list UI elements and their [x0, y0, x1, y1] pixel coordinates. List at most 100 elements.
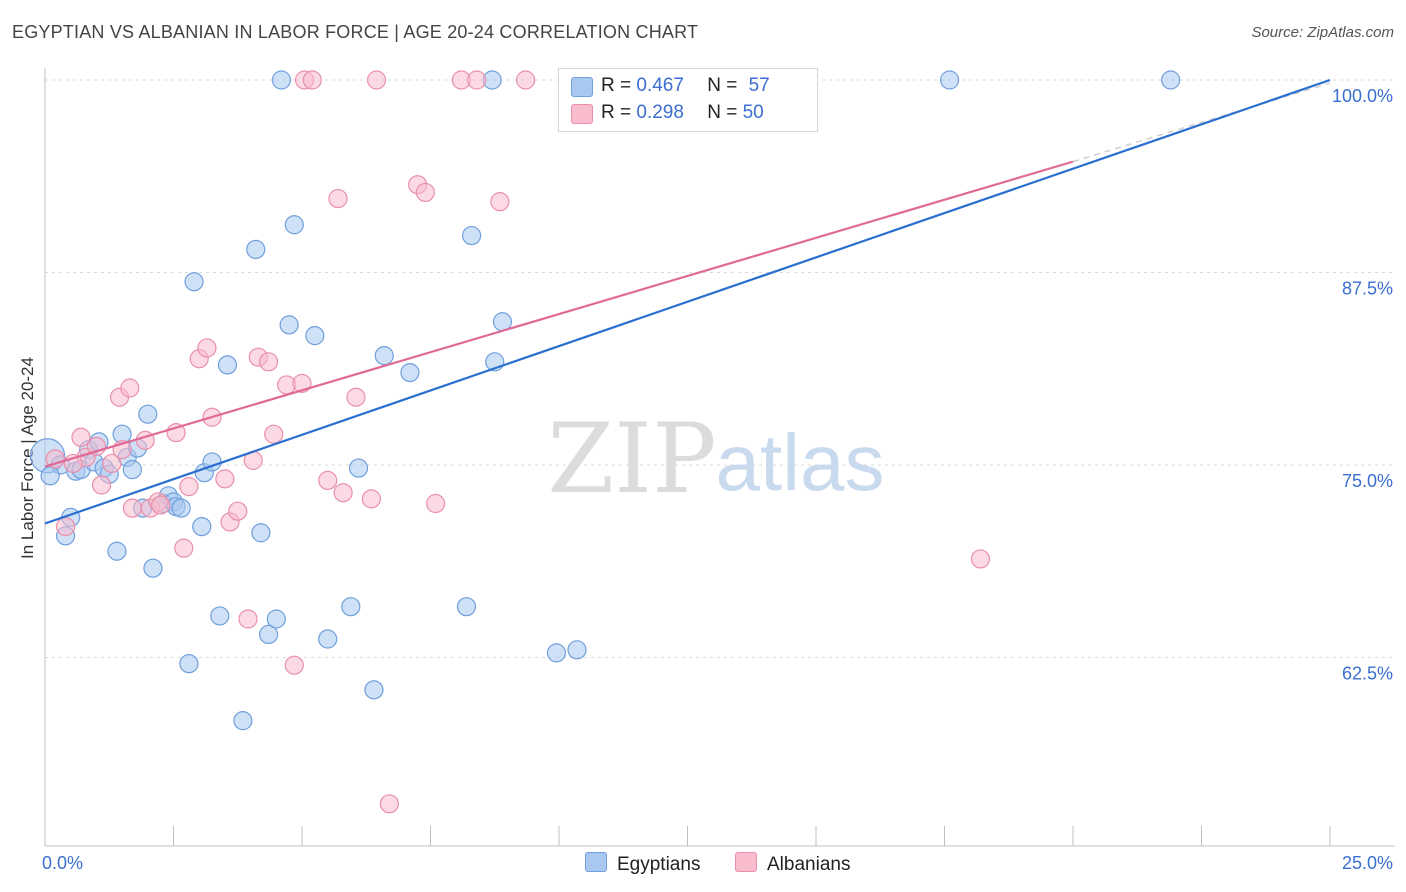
- egyptians-point: [305, 326, 325, 346]
- egyptians-point: [348, 458, 369, 478]
- albanians-point: [284, 655, 304, 675]
- albanians-point: [467, 70, 487, 90]
- albanians-point: [91, 475, 112, 495]
- albanians-point: [515, 70, 536, 90]
- albanians-point: [346, 387, 366, 407]
- legend-r-value: 0.467: [636, 75, 684, 96]
- legend-n-label: N =: [707, 75, 743, 96]
- y-tick-label: 87.5%: [1342, 279, 1393, 299]
- y-tick-label: 75.0%: [1342, 471, 1393, 491]
- albanians-point: [122, 498, 142, 518]
- albanians-point: [333, 483, 353, 503]
- legend-row-egyptians: R = 0.467 N = 57: [571, 75, 770, 99]
- watermark-zip: ZIP: [547, 403, 716, 515]
- legend-swatch-egyptians: [571, 77, 593, 97]
- egyptians-point: [462, 225, 482, 246]
- x-tick-label: 25.0%: [1342, 853, 1393, 873]
- bottom-legend-swatch-egyptians: [585, 852, 607, 872]
- albanians-point: [258, 352, 279, 372]
- trend-lines: [44, 78, 1331, 525]
- correlation-legend: R = 0.467 N = 57 R = 0.298 N = 50: [558, 68, 818, 132]
- legend-n-value: 50: [742, 102, 764, 123]
- egyptians-point: [184, 272, 204, 292]
- albanians-point: [197, 338, 217, 358]
- source-credit: Source: ZipAtlas.com: [1251, 24, 1394, 41]
- legend-row-albanians: R = 0.298 N = 50: [571, 102, 764, 126]
- albanians-point: [179, 476, 199, 497]
- egyptians-point: [341, 597, 361, 617]
- y-tick-label: 62.5%: [1342, 664, 1393, 684]
- chart-title: EGYPTIAN VS ALBANIAN IN LABOR FORCE | AG…: [12, 22, 699, 42]
- bottom-legend-albanians: Albanians: [735, 852, 850, 876]
- egyptians-point: [318, 629, 338, 649]
- albanians-trend-extension: [1072, 82, 1331, 163]
- egyptians-point: [210, 606, 230, 626]
- egyptians-point: [217, 355, 238, 375]
- legend-n-value: 57: [748, 75, 770, 96]
- egyptians-point: [400, 363, 420, 383]
- egyptians-point: [940, 70, 960, 90]
- egyptians-point: [122, 460, 142, 480]
- albanians-point: [174, 538, 194, 558]
- egyptians-point: [258, 624, 279, 645]
- egyptians-point: [233, 711, 253, 731]
- x-tick-label: 0.0%: [42, 853, 83, 873]
- egyptians-point: [271, 70, 292, 90]
- albanians-point: [318, 470, 338, 490]
- watermark-atlas: atlas: [716, 418, 885, 507]
- egyptians-trend-line: [44, 78, 1331, 525]
- egyptians-point: [138, 404, 158, 424]
- egyptians-point: [266, 609, 286, 629]
- gridlines: [45, 79, 1395, 658]
- egyptians-point: [107, 541, 127, 561]
- egyptians-point: [546, 643, 567, 663]
- albanians-point: [302, 70, 322, 90]
- egyptians-point: [364, 680, 384, 700]
- albanians-point: [379, 794, 399, 814]
- legend-r-label: R =: [601, 75, 637, 96]
- bottom-legend-label-albanians: Albanians: [767, 854, 851, 875]
- egyptians-point: [171, 498, 191, 518]
- egyptians-points: [29, 70, 1181, 731]
- egyptians-point: [251, 523, 271, 543]
- egyptians-point: [567, 640, 587, 660]
- albanians-point: [415, 182, 435, 203]
- albanians-point: [55, 516, 76, 537]
- legend-r-value: 0.298: [636, 102, 684, 123]
- egyptians-point: [1161, 70, 1181, 90]
- legend-r-label: R =: [601, 102, 637, 123]
- albanians-point: [328, 188, 348, 209]
- albanians-point: [228, 501, 248, 521]
- albanians-point: [490, 192, 510, 212]
- egyptians-point: [284, 215, 304, 235]
- albanians-point: [215, 469, 235, 489]
- bottom-legend-egyptians: Egyptians: [585, 852, 700, 876]
- tick-labels: 62.5% 75.0% 87.5% 100.0% 0.0% 25.0%: [42, 86, 1393, 873]
- egyptians-point: [143, 558, 163, 578]
- egyptians-point: [374, 346, 394, 366]
- albanians-point: [151, 495, 171, 515]
- legend-n-label: N =: [707, 102, 743, 123]
- albanians-point: [264, 424, 284, 444]
- albanians-trend-line: [44, 160, 1074, 468]
- egyptians-point: [179, 654, 199, 674]
- legend-swatch-albanians: [571, 104, 593, 124]
- albanians-point: [366, 70, 387, 90]
- albanians-point: [970, 549, 991, 569]
- albanians-point: [102, 453, 122, 474]
- albanians-point: [361, 489, 381, 509]
- y-tick-label: 100.0%: [1332, 86, 1393, 106]
- albanians-point: [71, 427, 91, 447]
- egyptians-point: [456, 597, 477, 617]
- albanians-point: [426, 493, 446, 514]
- albanians-point: [45, 449, 65, 469]
- bottom-legend-label-egyptians: Egyptians: [617, 854, 701, 875]
- egyptians-point: [279, 315, 299, 335]
- egyptians-point: [192, 516, 212, 537]
- egyptians-point: [246, 239, 266, 259]
- albanians-point: [120, 378, 140, 398]
- egyptians-point: [40, 466, 60, 486]
- albanians-point: [238, 609, 258, 629]
- bottom-legend-swatch-albanians: [735, 852, 757, 872]
